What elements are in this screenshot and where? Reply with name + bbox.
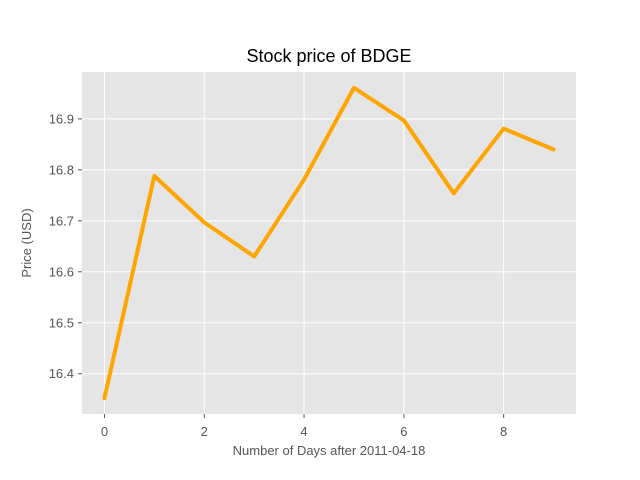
x-tick-label: 8 bbox=[500, 424, 507, 439]
x-tick-label: 2 bbox=[201, 424, 208, 439]
y-tick-label: 16.9 bbox=[49, 111, 74, 126]
y-tick-label: 16.7 bbox=[49, 213, 74, 228]
plot-area bbox=[82, 72, 576, 414]
x-tick-label: 0 bbox=[101, 424, 108, 439]
series-line-price bbox=[102, 85, 556, 401]
grid bbox=[82, 72, 576, 414]
chart-title: Stock price of BDGE bbox=[246, 46, 411, 66]
y-tick-label: 16.5 bbox=[49, 315, 74, 330]
ticks: 0 2 4 6 8 16.4 16.5 16.6 16.7 16.8 16.9 bbox=[49, 111, 508, 439]
y-tick-label: 16.8 bbox=[49, 162, 74, 177]
y-tick-label: 16.6 bbox=[49, 264, 74, 279]
y-axis-label: Price (USD) bbox=[19, 208, 34, 277]
x-axis-label: Number of Days after 2011-04-18 bbox=[233, 443, 426, 458]
x-tick-label: 4 bbox=[300, 424, 307, 439]
y-tick-label: 16.4 bbox=[49, 366, 74, 381]
x-tick-label: 6 bbox=[400, 424, 407, 439]
